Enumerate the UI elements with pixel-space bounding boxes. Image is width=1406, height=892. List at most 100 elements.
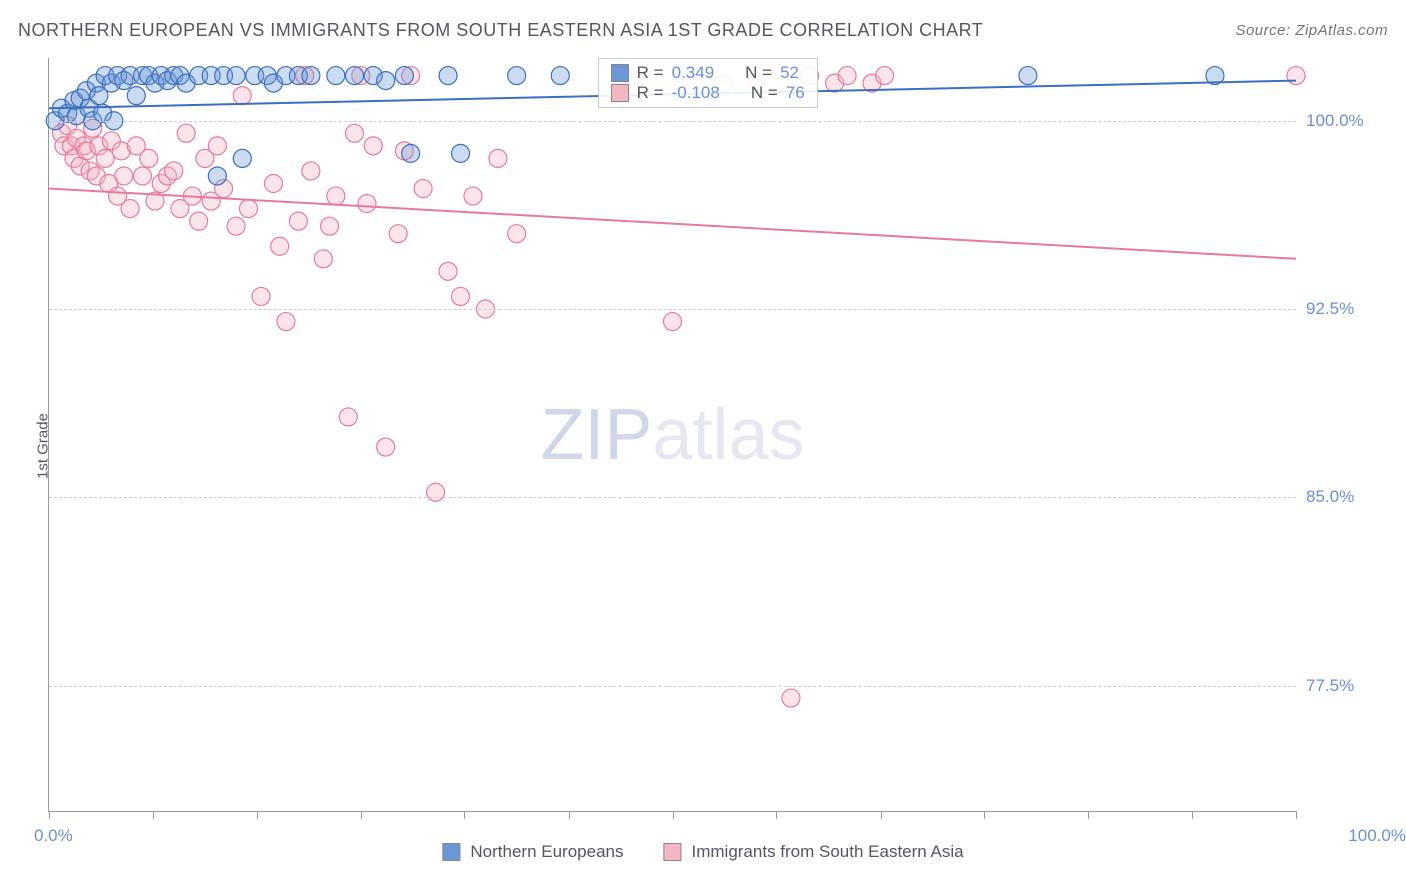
- data-point: [346, 67, 364, 85]
- correlation-row-blue: R = 0.349 N = 52: [611, 63, 805, 83]
- correlation-row-pink: R = -0.108 N = 76: [611, 83, 805, 103]
- legend-label-blue: Northern Europeans: [470, 842, 623, 862]
- gridline: [49, 309, 1296, 310]
- pink-swatch: [611, 84, 629, 102]
- r-value-blue: 0.349: [672, 63, 715, 83]
- legend-item-blue: Northern Europeans: [442, 842, 623, 862]
- data-point: [321, 217, 339, 235]
- data-point: [233, 149, 251, 167]
- data-point: [227, 217, 245, 235]
- data-point: [377, 72, 395, 90]
- legend-swatch-pink: [663, 843, 681, 861]
- data-point: [240, 200, 258, 218]
- blue-swatch: [611, 64, 629, 82]
- data-point: [395, 67, 413, 85]
- data-point: [165, 162, 183, 180]
- data-point: [838, 67, 856, 85]
- gridline: [49, 121, 1296, 122]
- data-point: [377, 438, 395, 456]
- legend-item-pink: Immigrants from South Eastern Asia: [663, 842, 963, 862]
- data-point: [327, 187, 345, 205]
- xtick: [153, 811, 154, 819]
- xtick: [1192, 811, 1193, 819]
- x-axis-max-label: 100.0%: [1348, 826, 1406, 846]
- source-label: Source: ZipAtlas.com: [1235, 22, 1388, 39]
- n-value-pink: 76: [786, 83, 805, 103]
- gridline: [49, 686, 1296, 687]
- xtick: [257, 811, 258, 819]
- xtick: [776, 811, 777, 819]
- data-point: [389, 225, 407, 243]
- data-point: [1019, 67, 1037, 85]
- data-point: [339, 408, 357, 426]
- data-point: [439, 67, 457, 85]
- data-point: [190, 212, 208, 230]
- gridline: [49, 497, 1296, 498]
- data-point: [233, 87, 251, 105]
- data-point: [314, 250, 332, 268]
- ytick-label: 100.0%: [1306, 111, 1391, 131]
- r-label-blue: R =: [637, 63, 664, 83]
- data-point: [96, 149, 114, 167]
- data-point: [140, 149, 158, 167]
- data-point: [1287, 67, 1305, 85]
- data-point: [452, 287, 470, 305]
- data-point: [346, 124, 364, 142]
- data-point: [327, 67, 345, 85]
- data-point: [302, 162, 320, 180]
- xtick: [569, 811, 570, 819]
- data-point: [364, 137, 382, 155]
- n-label-pink: N =: [751, 83, 778, 103]
- data-point: [439, 262, 457, 280]
- data-point: [115, 167, 133, 185]
- data-point: [358, 195, 376, 213]
- bottom-legend: Northern Europeans Immigrants from South…: [442, 842, 963, 862]
- data-point: [134, 167, 152, 185]
- r-value-pink: -0.108: [672, 83, 720, 103]
- xtick: [49, 811, 50, 819]
- ytick-label: 92.5%: [1306, 299, 1391, 319]
- data-point: [127, 87, 145, 105]
- correlation-legend: R = 0.349 N = 52 R = -0.108 N = 76: [598, 58, 818, 108]
- ytick-label: 77.5%: [1306, 676, 1391, 696]
- n-value-blue: 52: [780, 63, 799, 83]
- data-point: [177, 124, 195, 142]
- data-point: [289, 212, 307, 230]
- data-point: [508, 225, 526, 243]
- chart-title: NORTHERN EUROPEAN VS IMMIGRANTS FROM SOU…: [18, 20, 983, 41]
- x-axis-origin-label: 0.0%: [34, 826, 73, 846]
- data-point: [271, 237, 289, 255]
- data-point: [302, 67, 320, 85]
- ytick-label: 85.0%: [1306, 487, 1391, 507]
- data-point: [414, 180, 432, 198]
- xtick: [1088, 811, 1089, 819]
- legend-label-pink: Immigrants from South Eastern Asia: [691, 842, 963, 862]
- scatter-plot-svg: [49, 58, 1296, 811]
- xtick: [881, 811, 882, 819]
- data-point: [464, 187, 482, 205]
- xtick: [984, 811, 985, 819]
- data-point: [782, 689, 800, 707]
- data-point: [277, 313, 295, 331]
- data-point: [227, 67, 245, 85]
- data-point: [551, 67, 569, 85]
- data-point: [264, 175, 282, 193]
- data-point: [252, 287, 270, 305]
- data-point: [121, 200, 139, 218]
- xtick: [673, 811, 674, 819]
- xtick: [361, 811, 362, 819]
- xtick: [464, 811, 465, 819]
- data-point: [664, 313, 682, 331]
- data-point: [489, 149, 507, 167]
- xtick: [1296, 811, 1297, 819]
- n-label-blue: N =: [745, 63, 772, 83]
- data-point: [452, 144, 470, 162]
- data-point: [508, 67, 526, 85]
- data-point: [402, 144, 420, 162]
- legend-swatch-blue: [442, 843, 460, 861]
- data-point: [208, 137, 226, 155]
- data-point: [427, 483, 445, 501]
- chart-area: ZIPatlas R = 0.349 N = 52 R = -0.108 N =…: [48, 58, 1296, 812]
- data-point: [208, 167, 226, 185]
- data-point: [875, 67, 893, 85]
